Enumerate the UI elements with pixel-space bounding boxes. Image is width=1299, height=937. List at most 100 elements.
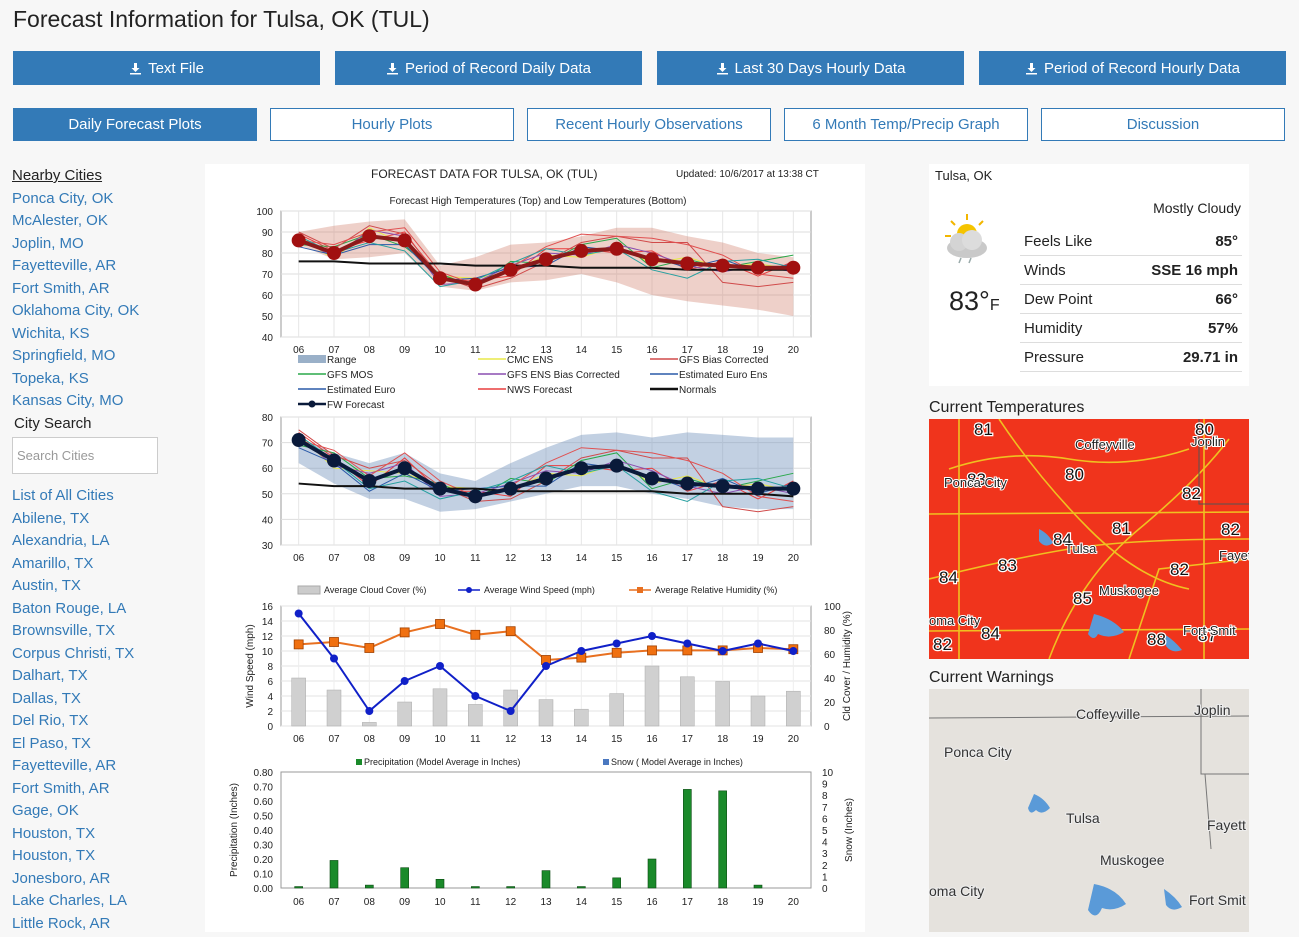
nearby-city-link-7[interactable]: Springfield, MO — [12, 347, 116, 364]
humidity-point — [505, 626, 516, 637]
x-tick-label: 13 — [540, 345, 552, 356]
legend-label: Average Cloud Cover (%) — [324, 585, 426, 595]
nearby-city-link-0[interactable]: Ponca City, OK — [12, 189, 114, 207]
city-link-11[interactable]: El Paso, TX — [12, 734, 91, 752]
condition-value: 29.71 in — [1182, 348, 1238, 366]
fw-forecast-point — [362, 229, 377, 244]
temp-value: 83° — [949, 286, 990, 316]
nearby-city-link-6[interactable]: Wichita, KS — [12, 324, 90, 342]
city-link-12[interactable]: Fayetteville, AR — [12, 757, 117, 774]
city-link-6[interactable]: Brownsville, TX — [12, 622, 116, 639]
x-tick-label: 11 — [470, 553, 481, 564]
fw-forecast-point — [574, 461, 589, 476]
wind-speed-point — [506, 707, 515, 715]
precip-bar — [718, 790, 727, 889]
wind-speed-point — [754, 639, 762, 648]
legend-label: Estimated Euro — [327, 385, 396, 396]
legend-label: CMC ENS — [507, 355, 553, 366]
legend-label: GFS ENS Bias Corrected — [507, 370, 620, 381]
y-axis-label-left: Precipitation (Inches) — [229, 783, 240, 877]
cloud-cover-bar — [468, 704, 483, 727]
y-tick-label-right: 2 — [822, 861, 828, 872]
city-link-19[interactable]: Little Rock, AR — [12, 914, 111, 932]
tab-discussion[interactable]: Discussion — [1041, 108, 1285, 141]
city-search-header: City Search — [14, 414, 92, 432]
nearby-city-link-1[interactable]: McAlester, OK — [12, 212, 108, 229]
nearby-city-link-2[interactable]: Joplin, MO — [12, 234, 84, 252]
fw-forecast-point — [751, 260, 765, 275]
city-link-13[interactable]: Fort Smith, AR — [12, 779, 110, 797]
y-tick-label-right: 4 — [822, 838, 828, 849]
x-tick-label: 12 — [505, 345, 517, 356]
city-link-16[interactable]: Houston, TX — [12, 847, 96, 864]
fw-forecast-point — [574, 243, 589, 258]
x-tick-label: 19 — [752, 897, 764, 908]
condition-value: 57% — [1207, 319, 1238, 337]
current-temperatures-map[interactable]: 81 80 83 80 82 84 81 82 83 82 84 85 84 82 88 87 Coffeyvi… — [929, 419, 1249, 659]
tab-recent-hourly-observations[interactable]: Recent Hourly Observations — [527, 108, 771, 141]
city-link-9[interactable]: Dallas, TX — [12, 689, 81, 707]
city-link-3[interactable]: Amarillo, TX — [12, 554, 94, 572]
y-tick-label-right: 40 — [824, 674, 836, 685]
condition-label: Winds — [1024, 261, 1066, 279]
y-tick-label: 0.00 — [254, 884, 274, 895]
legend-label: Estimated Euro Ens — [679, 370, 767, 381]
nearby-city-link-3[interactable]: Fayetteville, AR — [12, 257, 117, 274]
precip-bar — [471, 886, 480, 889]
tab-6-month-temp-precip-graph[interactable]: 6 Month Temp/Precip Graph — [784, 108, 1028, 141]
city-link-4[interactable]: Austin, TX — [12, 577, 81, 594]
map-place-label: oma City — [929, 613, 981, 628]
y-tick-label: 4 — [267, 692, 273, 703]
x-tick-label: 13 — [540, 553, 552, 564]
city-link-10[interactable]: Del Rio, TX — [12, 712, 89, 729]
tab-daily-forecast-plots[interactable]: Daily Forecast Plots — [13, 108, 257, 141]
cloud-cover-bar — [680, 676, 695, 727]
period-of-record-daily-button[interactable]: Period of Record Daily Data — [335, 51, 642, 85]
precip-bar — [612, 877, 621, 889]
precip-bar — [647, 858, 657, 889]
tab-hourly-plots[interactable]: Hourly Plots — [270, 108, 514, 141]
city-link-18[interactable]: Lake Charles, LA — [12, 892, 128, 909]
nearby-city-link-8[interactable]: Topeka, KS — [12, 369, 89, 387]
y-tick-label: 70 — [262, 439, 274, 450]
x-tick-label: 08 — [364, 345, 376, 356]
city-link-17[interactable]: Jonesboro, AR — [12, 869, 111, 887]
fw-forecast-point — [609, 241, 624, 256]
city-link-7[interactable]: Corpus Christi, TX — [12, 644, 135, 662]
city-link-0[interactable]: List of All Cities — [12, 487, 114, 504]
period-of-record-hourly-button[interactable]: Period of Record Hourly Data — [979, 51, 1286, 85]
city-link-14[interactable]: Gage, OK — [12, 802, 79, 819]
wind-speed-point — [471, 692, 480, 700]
x-tick-label: 08 — [364, 553, 376, 564]
condition-row: Winds SSE 16 mph — [1020, 256, 1242, 285]
legend-label: Snow ( Model Average in Inches) — [611, 757, 743, 767]
temperature-label: 84 — [981, 624, 1000, 643]
last-30-days-hourly-button[interactable]: Last 30 Days Hourly Data — [657, 51, 964, 85]
wind-speed-point — [365, 707, 374, 715]
text-file-button[interactable]: Text File — [13, 51, 320, 85]
road-line — [1128, 558, 1249, 659]
nearby-city-link-9[interactable]: Kansas City, MO — [12, 392, 124, 409]
nearby-city-link-4[interactable]: Fort Smith, AR — [12, 279, 110, 297]
precip-bar — [577, 886, 586, 889]
city-link-5[interactable]: Baton Rouge, LA — [12, 599, 127, 617]
y-tick-label: 0.50 — [254, 812, 274, 823]
city-link-8[interactable]: Dalhart, TX — [12, 667, 88, 684]
road-line — [929, 511, 1249, 515]
temperature-label: 81 — [1112, 519, 1131, 538]
fw-forecast-point — [609, 458, 624, 473]
city-link-15[interactable]: Houston, TX — [12, 824, 96, 842]
nearby-city-link-5[interactable]: Oklahoma City, OK — [12, 302, 140, 319]
wind-speed-point — [612, 639, 621, 648]
current-warnings-map[interactable]: Coffeyville Joplin Ponca City Tulsa Fayett Mu… — [929, 689, 1249, 932]
lake-shape — [1088, 614, 1124, 638]
y-tick-label-right: 3 — [822, 849, 828, 860]
x-tick-label: 20 — [788, 897, 800, 908]
city-link-1[interactable]: Abilene, TX — [12, 509, 90, 527]
temperature-label: 88 — [1147, 630, 1166, 649]
city-link-2[interactable]: Alexandria, LA — [12, 532, 110, 549]
temperature-label: 82 — [933, 635, 952, 654]
city-search-input[interactable] — [12, 437, 158, 474]
temp-unit: F — [989, 297, 1000, 314]
y-tick-label-right: 10 — [822, 768, 834, 779]
